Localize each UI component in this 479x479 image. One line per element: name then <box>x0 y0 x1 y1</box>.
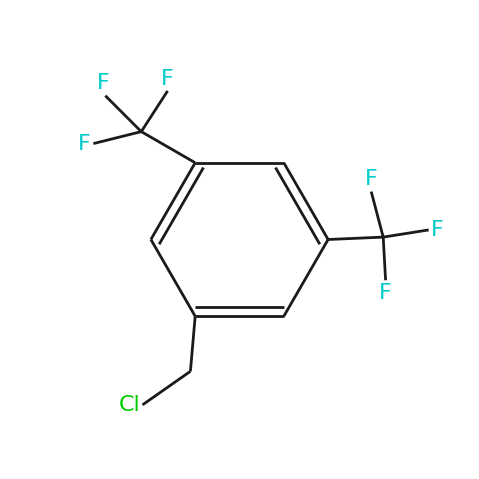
Text: F: F <box>379 283 392 303</box>
Text: F: F <box>365 169 377 189</box>
Text: F: F <box>161 68 174 89</box>
Text: F: F <box>78 134 91 154</box>
Text: Cl: Cl <box>118 395 140 415</box>
Text: F: F <box>97 73 109 93</box>
Text: F: F <box>431 220 444 240</box>
